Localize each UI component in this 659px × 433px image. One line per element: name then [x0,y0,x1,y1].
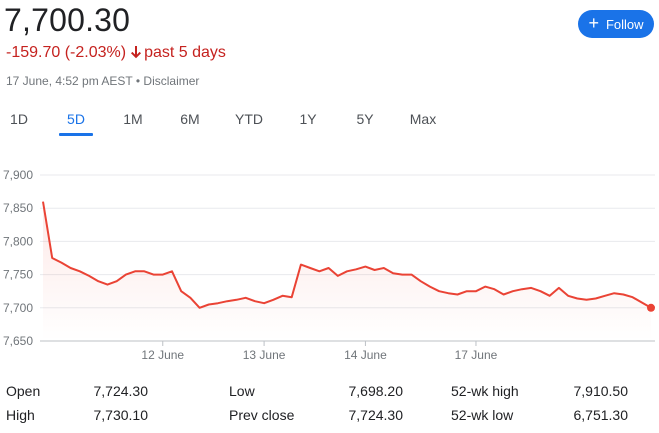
x-tick-label: 13 June [243,348,286,362]
stat-high-value: 7,730.10 [93,407,149,423]
tab-1m[interactable]: 1M [123,111,143,127]
tab-6m[interactable]: 6M [180,111,200,127]
y-tick-label: 7,650 [3,334,33,348]
stat-prev-close-value: 7,724.30 [348,407,404,423]
last-price-dot [647,303,655,312]
x-tick-label: 17 June [455,348,498,362]
tab-max[interactable]: Max [409,111,437,127]
quote-timestamp: 17 June, 4:52 pm AEST [6,74,133,88]
stat-prev-close-label: Prev close [229,407,295,423]
current-price: 7,700.30 [4,2,131,38]
change-value: -159.70 (-2.03%) [6,44,127,61]
y-tick-label: 7,850 [3,201,33,215]
tab-1y[interactable]: 1Y [299,111,317,127]
y-tick-label: 7,700 [3,301,33,315]
disclaimer-link[interactable]: Disclaimer [143,74,200,88]
stat-open-value: 7,724.30 [93,383,149,399]
meta-separator: • [135,74,141,88]
tab-5d[interactable]: 5D [67,111,85,127]
follow-label: Follow [605,16,644,32]
y-tick-label: 7,900 [3,168,33,182]
quote-meta: 17 June, 4:52 pm AEST • Disclaimer [6,73,199,89]
price-change: -159.70 (-2.03%) past 5 days [6,43,226,65]
x-tick-label: 14 June [344,348,387,362]
tab-ytd[interactable]: YTD [235,111,263,127]
plus-icon: + [588,13,599,33]
stat-52wk-low-label: 52-wk low [451,407,514,423]
y-tick-label: 7,800 [3,234,33,248]
tab-1d[interactable]: 1D [10,111,28,127]
stat-open-label: Open [6,383,41,399]
stat-low-value: 7,698.20 [348,383,404,399]
tab-5y[interactable]: 5Y [356,111,374,127]
arrow-down-icon [131,45,142,65]
change-period: past 5 days [144,44,226,61]
stat-52wk-low-value: 6,751.30 [573,407,629,423]
price-line [42,201,652,309]
stat-low-label: Low [229,383,255,399]
y-tick-label: 7,750 [3,268,33,282]
stat-52wk-high-value: 7,910.50 [573,383,629,399]
active-tab-indicator [59,133,93,136]
stat-52wk-high-label: 52-wk high [451,383,519,399]
follow-button[interactable]: + Follow [578,10,654,38]
price-chart[interactable]: 7,650 7,700 7,750 7,800 7,850 7,900 12 June 13… [0,160,659,370]
stat-high-label: High [6,407,35,423]
x-tick-label: 12 June [141,348,184,362]
